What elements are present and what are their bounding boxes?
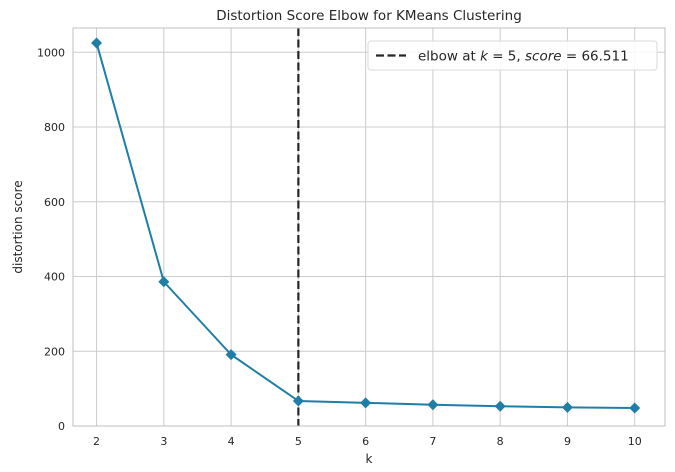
legend-prefix: elbow at <box>418 49 480 65</box>
x-tick-label: 3 <box>160 435 167 448</box>
chart-title: Distortion Score Elbow for KMeans Cluste… <box>216 8 522 24</box>
data-point-marker <box>225 349 237 361</box>
data-point-marker <box>360 397 372 409</box>
series-layer <box>91 37 641 414</box>
x-tick-label: 4 <box>228 435 235 448</box>
y-axis-label: distortion score <box>11 180 25 273</box>
legend-k-value: = 5, <box>488 49 525 65</box>
data-point-marker <box>561 401 573 413</box>
data-point-marker <box>494 400 506 412</box>
plot-frame <box>72 27 666 427</box>
data-point-marker <box>427 399 439 411</box>
y-tick-label: 400 <box>44 271 65 284</box>
y-tick-label: 800 <box>44 121 65 134</box>
x-tick-label: 6 <box>362 435 369 448</box>
x-tick-label: 2 <box>93 435 100 448</box>
legend-score-value: = 66.511 <box>562 49 629 65</box>
y-tick-label: 600 <box>44 196 65 209</box>
x-tick-label: 9 <box>564 435 571 448</box>
x-tick-label: 8 <box>497 435 504 448</box>
legend-k-symbol: k <box>480 49 489 65</box>
legend: elbow at k = 5, score = 66.511 <box>367 40 658 71</box>
legend-label: elbow at k = 5, score = 66.511 <box>418 49 629 65</box>
y-tick-label: 1000 <box>37 46 65 59</box>
data-point-marker <box>158 276 170 288</box>
x-tick-label: 10 <box>628 435 642 448</box>
legend-box <box>367 40 658 71</box>
data-point-marker <box>629 402 641 414</box>
data-point-marker <box>292 395 304 407</box>
x-tick-label: 5 <box>295 435 302 448</box>
y-tick-label: 0 <box>58 420 65 433</box>
x-axis-label: k <box>366 452 373 466</box>
grid-lines <box>73 28 665 427</box>
tick-labels: 2 3 4 5 6 7 8 9 10 0 200 400 600 800 1000 <box>37 46 642 448</box>
legend-score-symbol: score <box>525 49 562 65</box>
y-tick-label: 200 <box>44 345 65 358</box>
x-tick-label: 7 <box>429 435 436 448</box>
data-point-marker <box>91 37 103 49</box>
